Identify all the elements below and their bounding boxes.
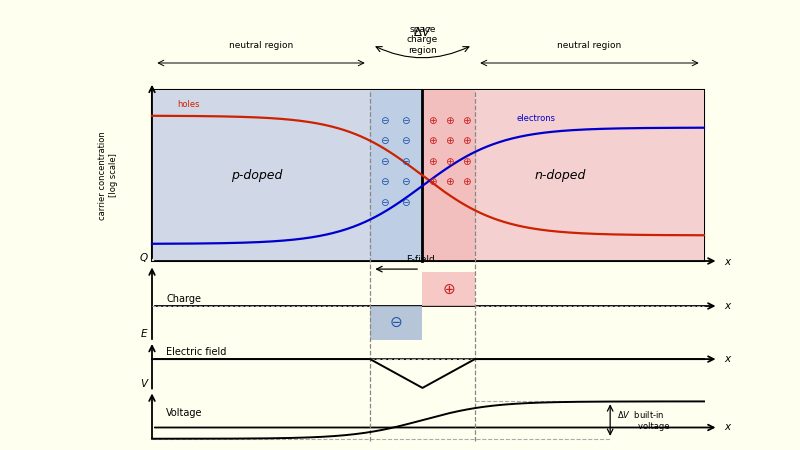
Text: ⊕: ⊕ <box>462 116 471 126</box>
Text: ⊕: ⊕ <box>427 177 436 187</box>
Text: neutral region: neutral region <box>229 40 293 50</box>
Text: ⊖: ⊖ <box>380 116 389 126</box>
Text: ⊕: ⊕ <box>427 116 436 126</box>
Text: ⊖: ⊖ <box>380 136 389 146</box>
Text: x: x <box>724 256 730 266</box>
Text: electrons: electrons <box>516 114 555 123</box>
Text: x: x <box>724 422 730 432</box>
Text: ⊖: ⊖ <box>402 116 410 126</box>
Text: p-doped: p-doped <box>231 169 282 182</box>
Text: $\Delta V$  built-in
        voltage: $\Delta V$ built-in voltage <box>617 410 669 431</box>
Text: space
charge
region: space charge region <box>407 25 438 54</box>
Bar <box>152 90 704 261</box>
Bar <box>152 90 422 261</box>
Text: ⊕: ⊕ <box>446 116 454 126</box>
Text: ⊖: ⊖ <box>402 136 410 146</box>
Text: ⊖: ⊖ <box>402 157 410 167</box>
Text: Charge: Charge <box>166 293 202 303</box>
Text: V: V <box>141 379 147 389</box>
Text: ⊖: ⊖ <box>402 198 410 208</box>
Text: E-field: E-field <box>406 255 434 264</box>
Bar <box>370 306 422 340</box>
Text: carrier concentration
[log scale]: carrier concentration [log scale] <box>98 131 118 220</box>
Text: ⊖: ⊖ <box>402 177 410 187</box>
Bar <box>422 90 704 261</box>
Text: ⊖: ⊖ <box>380 157 389 167</box>
Text: ⊕: ⊕ <box>446 136 454 146</box>
Text: ⊖: ⊖ <box>380 177 389 187</box>
Bar <box>422 272 475 306</box>
Text: neutral region: neutral region <box>558 40 622 50</box>
Text: ⊕: ⊕ <box>427 157 436 167</box>
Text: ⊕: ⊕ <box>446 157 454 167</box>
Text: E: E <box>141 329 147 339</box>
Text: x: x <box>724 301 730 310</box>
Text: $\Delta V$: $\Delta V$ <box>413 26 432 39</box>
Text: ⊖: ⊖ <box>380 198 389 208</box>
Text: n-doped: n-doped <box>534 169 586 182</box>
Text: x: x <box>724 354 730 364</box>
Bar <box>370 90 422 261</box>
Text: Electric field: Electric field <box>166 346 226 356</box>
Text: Voltage: Voltage <box>166 408 203 418</box>
Text: ⊕: ⊕ <box>462 157 471 167</box>
Bar <box>422 90 475 261</box>
Text: ⊖: ⊖ <box>390 315 402 330</box>
Text: ⊕: ⊕ <box>427 136 436 146</box>
Text: ⊕: ⊕ <box>442 282 455 297</box>
Text: ⊕: ⊕ <box>462 136 471 146</box>
Text: ⊕: ⊕ <box>446 177 454 187</box>
Text: holes: holes <box>177 100 199 109</box>
Text: ⊕: ⊕ <box>462 177 471 187</box>
Text: Q: Q <box>140 253 148 263</box>
